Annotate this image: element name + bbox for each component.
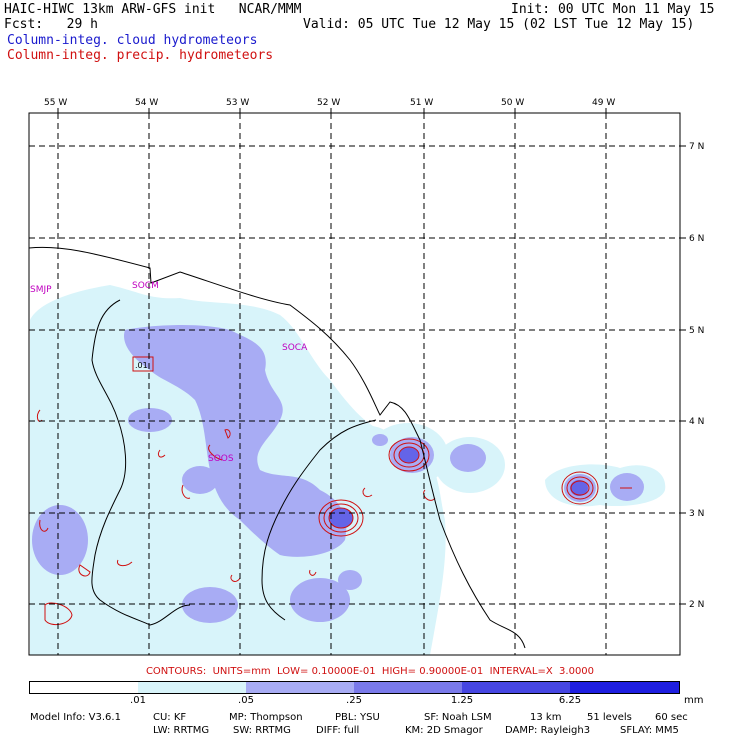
legend-tick: 1.25 <box>450 695 474 706</box>
station-smjp: SMJP <box>30 285 52 295</box>
model-timestep: 60 sec <box>655 712 688 723</box>
lat-label-2n: 2 N <box>689 600 704 610</box>
model-res: 13 km <box>530 712 562 723</box>
coastlines <box>29 246 526 649</box>
valid-time: Valid: 05 UTC Tue 12 May 15 (02 LST Tue … <box>303 17 695 32</box>
field-precip-label: Column-integ. precip. hydrometeors <box>7 48 274 63</box>
title: HAIC-HIWC 13km ARW-GFS init NCAR/MMM <box>4 2 302 17</box>
legend-tick: .05 <box>238 695 254 706</box>
forecast-hour: Fcst: 29 h <box>4 17 98 32</box>
legend-tick: .25 <box>346 695 362 706</box>
init-time: Init: 00 UTC Mon 11 May 15 <box>511 2 715 17</box>
lon-label-54w: 54 W <box>135 98 158 108</box>
model-diff: DIFF: full <box>316 725 360 736</box>
model-levels: 51 levels <box>587 712 632 723</box>
map-frame <box>28 112 681 656</box>
model-mp: MP: Thompson <box>229 712 303 723</box>
lat-label-5n: 5 N <box>689 326 704 336</box>
station-socm: SOCM <box>132 281 159 291</box>
model-pbl: PBL: YSU <box>335 712 380 723</box>
field-cloud-label: Column-integ. cloud hydrometeors <box>7 33 258 48</box>
legend-tick: 6.25 <box>558 695 582 706</box>
lon-label-50w: 50 W <box>501 98 524 108</box>
legend-swatch <box>354 682 462 693</box>
legend-tick: .01 <box>130 695 146 706</box>
legend-swatch <box>246 682 354 693</box>
model-sflay: SFLAY: MM5 <box>620 725 679 736</box>
model-damp: DAMP: Rayleigh3 <box>505 725 591 736</box>
lat-label-4n: 4 N <box>689 417 704 427</box>
legend-unit: mm <box>684 695 704 706</box>
lon-label-53w: 53 W <box>226 98 249 108</box>
lon-label-51w: 51 W <box>410 98 433 108</box>
lon-label-55w: 55 W <box>44 98 67 108</box>
model-lw: LW: RRTMG <box>153 725 210 736</box>
legend-swatch <box>138 682 246 693</box>
model-km: KM: 2D Smagor <box>405 725 483 736</box>
lat-label-6n: 6 N <box>689 234 704 244</box>
contour-label: .01 <box>135 361 148 370</box>
station-soos: SOOS <box>208 454 234 464</box>
color-legend <box>29 681 680 694</box>
lon-label-52w: 52 W <box>317 98 340 108</box>
model-sf: SF: Noah LSM <box>424 712 492 723</box>
model-sw: SW: RRTMG <box>233 725 291 736</box>
lat-label-3n: 3 N <box>689 509 704 519</box>
legend-swatch <box>30 682 138 693</box>
model-cu: CU: KF <box>153 712 187 723</box>
axis-ticks <box>57 108 686 605</box>
legend-swatch <box>570 682 679 693</box>
lon-label-49w: 49 W <box>592 98 615 108</box>
model-version: Model Info: V3.6.1 <box>30 712 121 723</box>
contours-info: CONTOURS: UNITS=mm LOW= 0.10000E-01 HIGH… <box>145 666 595 677</box>
station-soca: SOCA <box>282 343 308 353</box>
legend-swatch <box>462 682 570 693</box>
lat-label-7n: 7 N <box>689 142 704 152</box>
lat-lon-grid <box>29 113 680 655</box>
